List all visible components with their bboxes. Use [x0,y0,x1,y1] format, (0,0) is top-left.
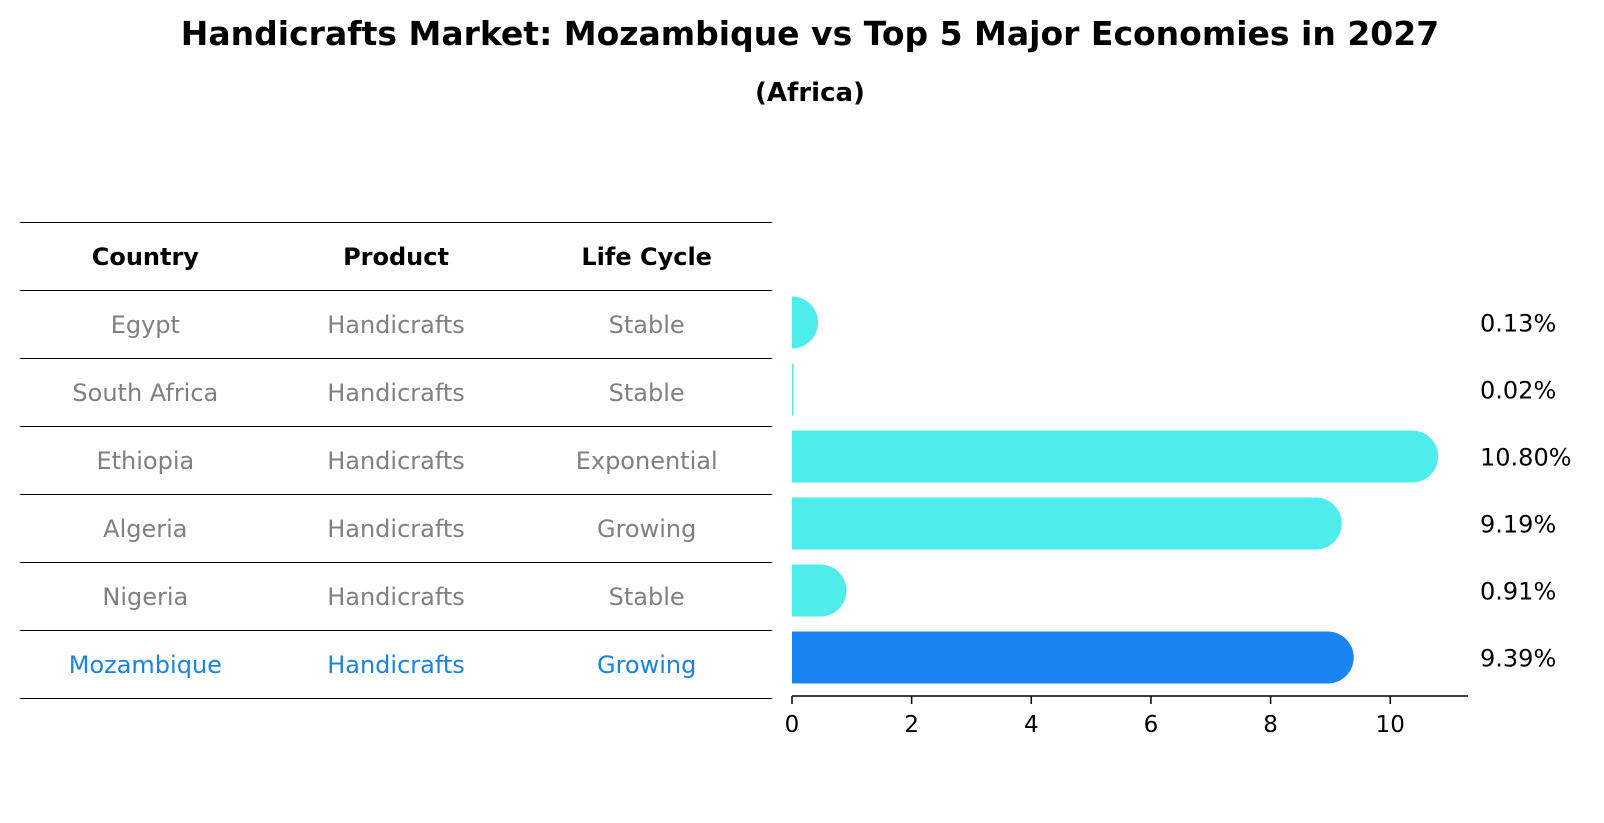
header-country: Country [91,242,199,271]
bar [792,430,1439,483]
cell-product: Handicrafts [327,582,465,611]
table-header-row: Country Product Life Cycle [20,222,772,290]
cell-country: South Africa [72,378,219,407]
table-row-highlighted: Mozambique Handicrafts Growing [20,630,772,699]
bar-value-label: 0.13% [1480,310,1556,338]
cell-country: Egypt [110,310,180,339]
cell-life-cycle: Stable [608,582,685,611]
bar-value-label: 10.80% [1480,444,1572,472]
table-row: Algeria Handicrafts Growing [20,494,772,562]
cell-life-cycle: Stable [608,310,685,339]
table-row: South Africa Handicrafts Stable [20,358,772,426]
cell-life-cycle: Exponential [575,446,718,475]
cell-life-cycle: Stable [608,378,685,407]
chart-title: Handicrafts Market: Mozambique vs Top 5 … [180,14,1440,53]
bar-value-label: 9.39% [1480,645,1556,673]
bar [792,363,794,416]
cell-life-cycle: Growing [596,514,697,543]
cell-country: Nigeria [102,582,189,611]
bar [792,296,819,349]
cell-country: Algeria [103,514,188,543]
cell-product: Handicrafts [327,310,465,339]
data-table: Country Product Life Cycle Egypt Handicr… [20,222,772,699]
bar [792,497,1342,550]
x-tick-label: 0 [785,712,800,738]
cell-product: Handicrafts [327,378,465,407]
x-tick-label: 4 [1024,712,1039,738]
bar-value-label: 9.19% [1480,511,1556,539]
cell-product: Handicrafts [327,514,465,543]
x-tick-label: 6 [1144,712,1159,738]
cell-life-cycle: Growing [596,650,697,679]
cell-country: Mozambique [68,650,222,679]
bar-highlighted [792,631,1354,684]
cell-product: Handicrafts [327,650,465,679]
chart-subtitle: (Africa) [755,78,865,108]
x-tick-label: 8 [1263,712,1278,738]
bar-value-label: 0.91% [1480,578,1556,606]
bar [792,564,847,617]
table-row: Nigeria Handicrafts Stable [20,562,772,630]
table-row: Ethiopia Handicrafts Exponential [20,426,772,494]
header-product: Product [343,242,449,271]
header-life-cycle: Life Cycle [581,242,712,271]
cell-product: Handicrafts [327,446,465,475]
table-row: Egypt Handicrafts Stable [20,290,772,358]
cell-country: Ethiopia [96,446,195,475]
x-tick-label: 2 [904,712,919,738]
x-tick-label: 10 [1376,712,1405,738]
bar-value-label: 0.02% [1480,377,1556,405]
